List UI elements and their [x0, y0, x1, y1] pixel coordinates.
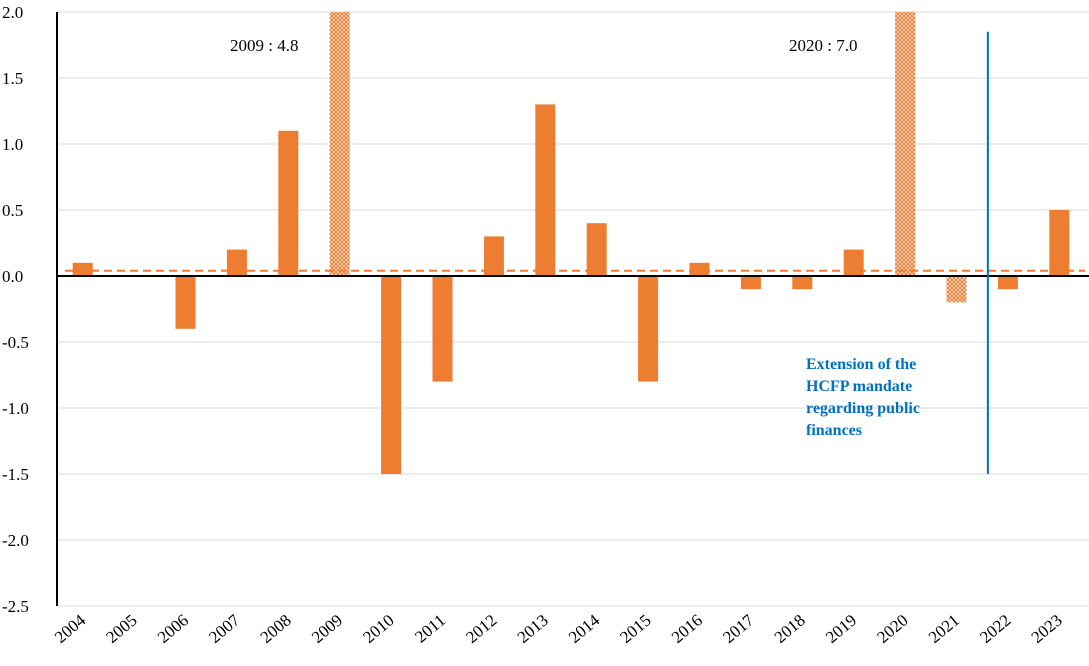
bar: [432, 276, 453, 382]
x-tick-label: 2019: [822, 611, 860, 647]
bar: [946, 276, 967, 303]
y-tick-label: -1.5: [2, 465, 29, 484]
bar: [483, 236, 504, 276]
y-tick-label: -0.5: [2, 333, 29, 352]
x-tick-label: 2005: [102, 611, 140, 647]
y-tick-label: 1.0: [2, 135, 23, 154]
overlay: 2004 2005 2006 2007 2008 2009 2010 2011 2012 2013…: [51, 12, 1089, 647]
bar: [638, 276, 659, 382]
x-tick-label: 2004: [51, 610, 90, 647]
x-tick-label: 2018: [771, 611, 809, 647]
bar: [175, 276, 196, 329]
note-line: regarding public: [806, 400, 920, 417]
grid: -2.5 -2.0 -1.5 -1.0 -0.5 0.0 0.5 1.0 1.5 2.0: [2, 3, 1089, 616]
y-tick-label: -2.5: [2, 597, 29, 616]
x-tick-label: 2016: [668, 611, 706, 647]
note-line: finances: [806, 422, 862, 439]
bar: [895, 12, 916, 276]
annotation: 2009 : 4.8: [230, 36, 298, 55]
bar: [535, 104, 556, 277]
x-tick-label: 2010: [359, 611, 397, 647]
bar: [278, 130, 299, 276]
note-line: HCFP mandate: [806, 378, 912, 395]
bars: [72, 12, 1070, 474]
note-line: Extension of the: [806, 356, 916, 373]
x-tick-label: 2021: [925, 611, 963, 647]
bar: [843, 249, 864, 276]
x-tick-label: 2023: [1028, 611, 1066, 647]
x-tick-label: 2020: [873, 611, 911, 647]
x-tick-label: 2015: [616, 611, 654, 647]
x-tick-label: 2007: [205, 610, 244, 647]
bar: [381, 276, 402, 474]
y-tick-label: -1.0: [2, 399, 29, 418]
y-tick-label: 0.5: [2, 201, 23, 220]
bar: [792, 276, 813, 290]
bar: [586, 223, 607, 276]
x-tick-label: 2008: [257, 611, 295, 647]
x-tick-label: 2014: [565, 610, 604, 647]
bar: [226, 249, 247, 276]
bar: [1049, 210, 1070, 276]
y-tick-label: 2.0: [2, 3, 23, 22]
x-tick-label: 2013: [514, 611, 552, 647]
x-tick-label: 2012: [462, 611, 500, 647]
bar: [689, 262, 710, 276]
y-tick-label: 1.5: [2, 69, 23, 88]
bar: [72, 262, 93, 276]
bar: [329, 12, 350, 276]
x-tick-label: 2017: [719, 610, 758, 647]
x-tick-label: 2022: [976, 611, 1014, 647]
bar: [997, 276, 1018, 290]
annotation: 2020 : 7.0: [789, 36, 857, 55]
x-tick-label: 2009: [308, 611, 346, 647]
y-tick-label: -2.0: [2, 531, 29, 550]
y-tick-label: 0.0: [2, 267, 23, 286]
bar: [740, 276, 761, 290]
x-tick-label: 2006: [154, 611, 192, 647]
x-tick-label: 2011: [411, 611, 449, 647]
